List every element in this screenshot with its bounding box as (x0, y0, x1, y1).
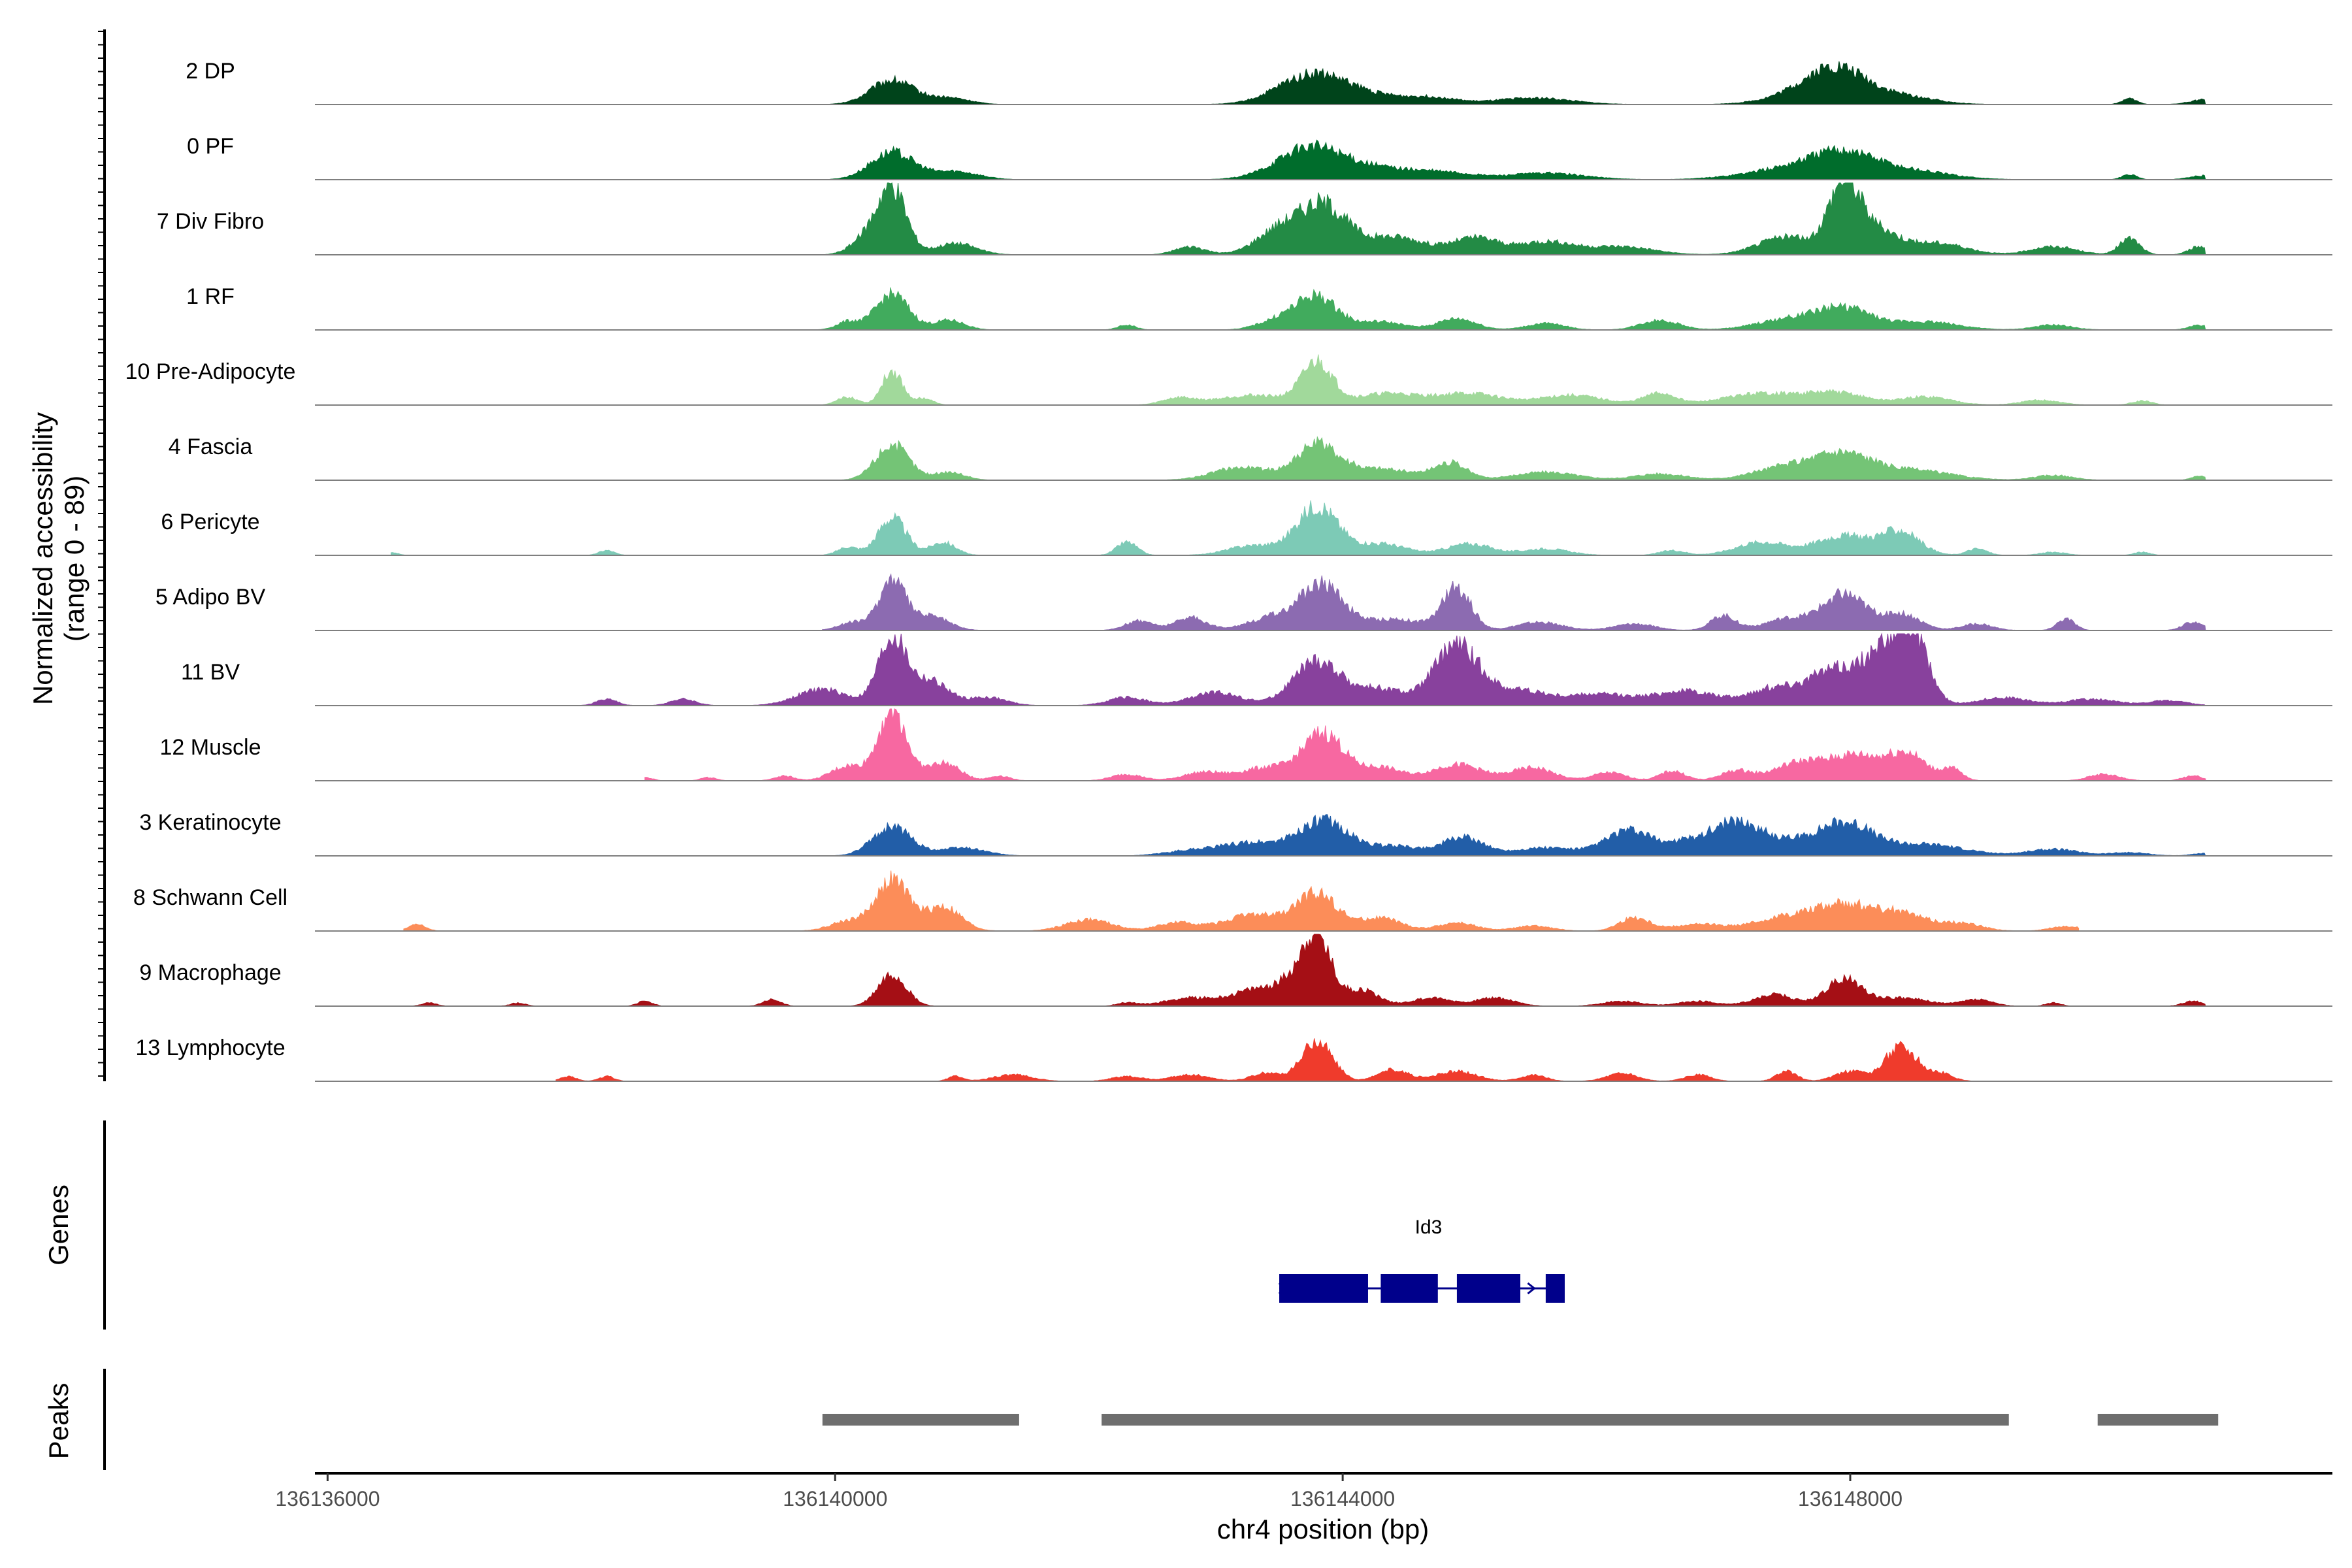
x-tick-label: 136136000 (275, 1487, 380, 1511)
track-label: 5 Adipo BV (155, 585, 266, 610)
track-label: 4 Fascia (169, 434, 253, 459)
gene-exon (1545, 1274, 1565, 1303)
coverage-area (772, 61, 2206, 105)
coverage-area (772, 139, 2206, 180)
gene-exon (1380, 1274, 1438, 1303)
coverage-track: 0 PF (187, 134, 2332, 180)
coverage-track: 7 Div Fibro (157, 182, 2332, 255)
track-label: 11 BV (181, 660, 240, 685)
coverage-area (391, 500, 2206, 556)
coverage-area (403, 934, 2206, 1007)
track-label: 6 Pericyte (161, 510, 259, 534)
coverage-track: 5 Adipo BV (155, 573, 2332, 631)
coverage-area (644, 708, 2206, 781)
coverage-area (822, 436, 2206, 481)
coverage-area (429, 354, 2193, 406)
coverage-track: 10 Pre-Adipocyte (125, 354, 2332, 406)
track-label: 7 Div Fibro (157, 209, 264, 234)
gene-name-label: Id3 (1415, 1217, 1443, 1238)
coverage-area (403, 870, 2080, 932)
genes-panel-label: Genes (43, 1184, 74, 1266)
coverage-area (581, 632, 2207, 706)
x-axis: 136136000 136140000 136144000 136148000 (275, 1473, 1903, 1511)
x-tick-label: 136148000 (1798, 1487, 1903, 1511)
strand-arrow (1527, 1282, 1536, 1295)
track-label: 2 DP (186, 59, 235, 84)
coverage-track: 4 Fascia (169, 434, 2332, 481)
coverage-track: 1 RF (186, 284, 2332, 331)
gene-model: Id3 (1278, 1217, 1565, 1303)
y-axis-title: Normalized accessibility (range 0 - 89) (27, 412, 90, 705)
peak-region-bar (822, 1414, 1019, 1426)
track-label: 10 Pre-Adipocyte (125, 359, 296, 384)
gene-models: Id3 (1278, 1217, 1565, 1303)
track-label: 1 RF (186, 284, 235, 309)
coverage-area (822, 573, 2206, 631)
coverage-track: 12 Muscle (160, 708, 2332, 781)
peak-regions (822, 1414, 2219, 1426)
y-axis-title-line-1: Normalized accessibility (27, 412, 58, 705)
track-label: 0 PF (187, 134, 234, 159)
x-tick-label: 136144000 (1290, 1487, 1395, 1511)
peak-region-bar (1102, 1414, 2009, 1426)
coverage-area (391, 182, 2206, 255)
coverage-track: 9 Macrophage (139, 934, 2332, 1007)
coverage-area (391, 287, 2206, 331)
coverage-track: 3 Keratinocyte (139, 810, 2332, 857)
y-axis-minor-ticks (98, 31, 105, 1077)
track-label: 13 Lymphocyte (135, 1036, 285, 1060)
x-tick-label: 136140000 (783, 1487, 887, 1511)
peak-region-bar (2097, 1414, 2219, 1426)
peaks-panel-label: Peaks (43, 1383, 74, 1460)
track-label: 8 Schwann Cell (133, 885, 287, 910)
coverage-track: 8 Schwann Cell (133, 870, 2332, 932)
track-label: 9 Macrophage (139, 960, 281, 985)
coverage-track: 2 DP (186, 59, 2332, 105)
gene-exon (1456, 1274, 1521, 1303)
x-axis-title: chr4 position (bp) (1217, 1514, 1429, 1544)
coverage-track: 11 BV (181, 632, 2332, 706)
y-axis-title-line-2: (range 0 - 89) (59, 476, 90, 642)
track-label: 3 Keratinocyte (139, 810, 281, 835)
gene-exon (1279, 1274, 1368, 1303)
coverage-area (555, 1038, 1978, 1082)
coverage-area (391, 814, 2206, 857)
coverage-track: 13 Lymphocyte (135, 1036, 2332, 1082)
coverage-tracks: 2 DP 0 PF 7 Div Fibro 1 RF 10 Pre-Adipocyte 4… (125, 59, 2332, 1082)
coverage-track: 6 Pericyte (161, 500, 2332, 556)
track-label: 12 Muscle (160, 735, 261, 760)
